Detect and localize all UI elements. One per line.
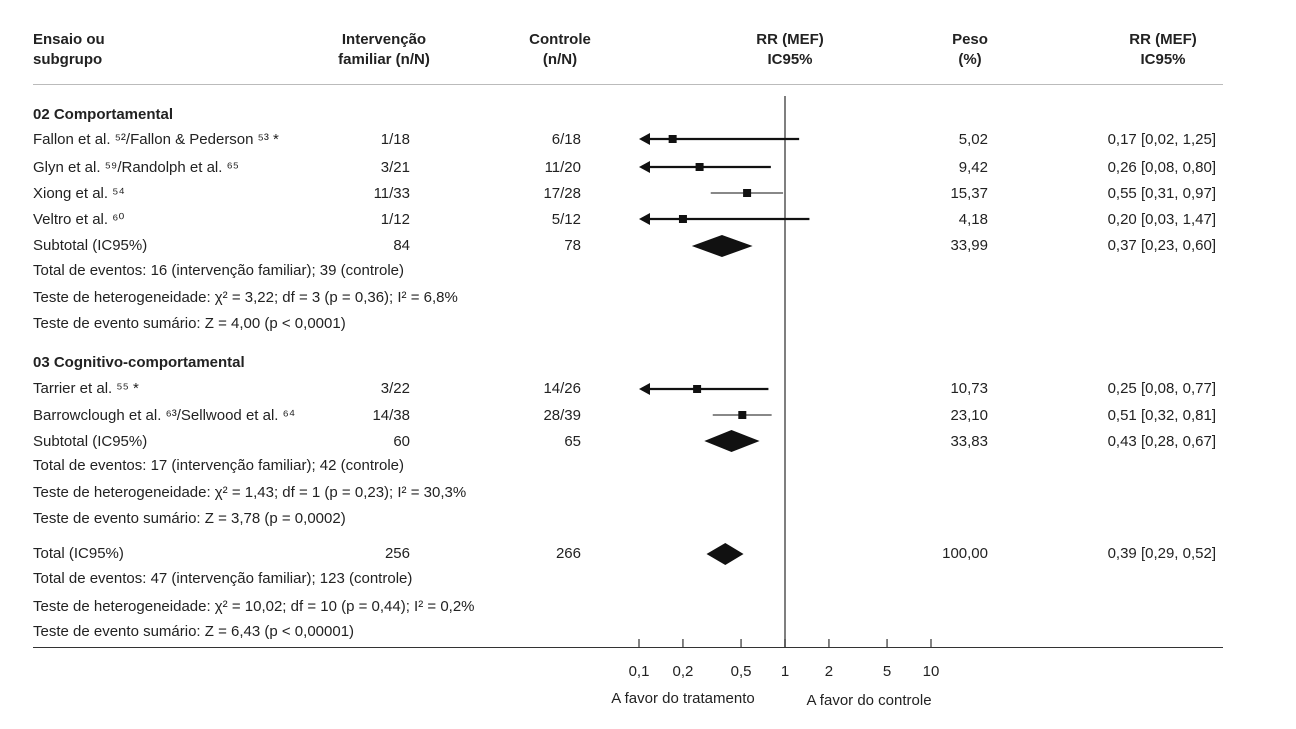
- note-heterogeneity: Teste de heterogeneidade: χ² = 1,43; df …: [33, 484, 467, 501]
- weight-value: 4,18: [958, 211, 988, 228]
- header-study: Ensaio ou subgrupo: [33, 31, 105, 68]
- header-divider: [33, 84, 1223, 85]
- weight-value: 9,42: [958, 159, 988, 176]
- control-value: 78: [564, 237, 581, 254]
- point-estimate: [678, 215, 687, 223]
- group-title: 02 Comportamental: [33, 106, 174, 123]
- study-label: Barrowclough et al. ⁶³/Sellwood et al. ⁶…: [33, 407, 296, 424]
- study-label: Veltro et al. ⁶⁰: [33, 211, 125, 228]
- axis-tick-label: 2: [825, 663, 833, 680]
- bottom-divider: [33, 647, 1223, 648]
- control-value: 14/26: [543, 380, 581, 397]
- intervention-value: 3/21: [380, 159, 410, 176]
- axis-tick-label: 1: [781, 663, 789, 680]
- study-label: Fallon et al. ⁵²/Fallon & Pederson ⁵³ *: [33, 131, 279, 148]
- point-estimate: [738, 411, 747, 419]
- note-heterogeneity: Teste de heterogeneidade: χ² = 10,02; df…: [33, 598, 475, 615]
- weight-value: 15,37: [950, 185, 988, 202]
- note-events: Total de eventos: 47 (intervenção famili…: [33, 570, 413, 587]
- control-value: 6/18: [551, 131, 581, 148]
- ci-arrow: [639, 133, 650, 145]
- summary-diamond: [704, 430, 760, 452]
- axis-label-left: A favor do tratamento: [611, 690, 755, 707]
- ci-arrow: [639, 383, 650, 395]
- subtotal-label: Subtotal (IC95%): [33, 433, 148, 450]
- weight-value: 33,83: [950, 433, 988, 450]
- intervention-value: 1/18: [380, 131, 410, 148]
- study-label: Tarrier et al. ⁵⁵ *: [33, 380, 139, 397]
- axis-tick-label: 10: [923, 663, 940, 680]
- note-heterogeneity: Teste de heterogeneidade: χ² = 3,22; df …: [33, 289, 458, 306]
- header-weight: Peso (%): [952, 31, 988, 68]
- weight-value: 10,73: [950, 380, 988, 397]
- intervention-value: 3/22: [380, 380, 410, 397]
- weight-value: 100,00: [942, 545, 988, 562]
- intervention-value: 14/38: [372, 407, 410, 424]
- point-estimate: [743, 189, 752, 197]
- intervention-value: 84: [393, 237, 410, 254]
- header-control: Controle (n/N): [529, 31, 591, 68]
- header-intervention: Intervenção familiar (n/N): [338, 31, 430, 68]
- study-label: Glyn et al. ⁵⁹/Randolph et al. ⁶⁵: [33, 159, 239, 176]
- group-title: 03 Cognitivo-comportamental: [33, 354, 245, 371]
- axis-tick-label: 0,5: [731, 663, 752, 680]
- ci-arrow: [639, 161, 650, 173]
- rr-value: 0,51 [0,32, 0,81]: [1107, 407, 1216, 424]
- rr-value: 0,55 [0,31, 0,97]: [1107, 185, 1216, 202]
- axis-tick-label: 0,2: [673, 663, 694, 680]
- rr-value: 0,20 [0,03, 1,47]: [1107, 211, 1216, 228]
- intervention-value: 1/12: [380, 211, 410, 228]
- point-estimate: [668, 135, 677, 143]
- summary-diamond: [691, 235, 753, 257]
- summary-diamond: [706, 543, 744, 565]
- intervention-value: 11/33: [373, 185, 410, 202]
- header-rr-text: RR (MEF) IC95%: [1129, 31, 1197, 68]
- axis-label-right: A favor do controle: [806, 692, 932, 709]
- weight-value: 33,99: [950, 237, 988, 254]
- point-estimate: [695, 163, 704, 171]
- control-value: 266: [555, 545, 581, 562]
- rr-value: 0,39 [0,29, 0,52]: [1107, 545, 1216, 562]
- weight-value: 23,10: [950, 407, 988, 424]
- control-value: 28/39: [543, 407, 581, 424]
- rr-value: 0,37 [0,23, 0,60]: [1107, 237, 1216, 254]
- point-estimate: [693, 385, 702, 393]
- rr-value: 0,26 [0,08, 0,80]: [1107, 159, 1216, 176]
- axis-tick-label: 5: [883, 663, 891, 680]
- axis-tick-label: 0,1: [629, 663, 650, 680]
- weight-value: 5,02: [958, 131, 988, 148]
- total-label: Total (IC95%): [33, 545, 124, 562]
- intervention-value: 256: [384, 545, 410, 562]
- control-value: 17/28: [543, 185, 581, 202]
- note-effect-test: Teste de evento sumário: Z = 4,00 (p < 0…: [33, 315, 346, 332]
- note-effect-test: Teste de evento sumário: Z = 3,78 (p = 0…: [33, 510, 346, 527]
- note-events: Total de eventos: 16 (intervenção famili…: [33, 262, 405, 279]
- control-value: 5/12: [551, 211, 581, 228]
- intervention-value: 60: [393, 433, 410, 450]
- note-effect-test: Teste de evento sumário: Z = 6,43 (p < 0…: [33, 623, 355, 640]
- note-events: Total de eventos: 17 (intervenção famili…: [33, 457, 405, 474]
- ci-arrow: [639, 213, 650, 225]
- rr-value: 0,25 [0,08, 0,77]: [1107, 380, 1216, 397]
- rr-value: 0,17 [0,02, 1,25]: [1107, 131, 1216, 148]
- study-label: Xiong et al. ⁵⁴: [33, 185, 125, 202]
- subtotal-label: Subtotal (IC95%): [33, 237, 148, 254]
- rr-value: 0,43 [0,28, 0,67]: [1107, 433, 1216, 450]
- control-value: 11/20: [544, 159, 581, 176]
- control-value: 65: [564, 433, 581, 450]
- header-rr-plot: RR (MEF) IC95%: [756, 31, 824, 68]
